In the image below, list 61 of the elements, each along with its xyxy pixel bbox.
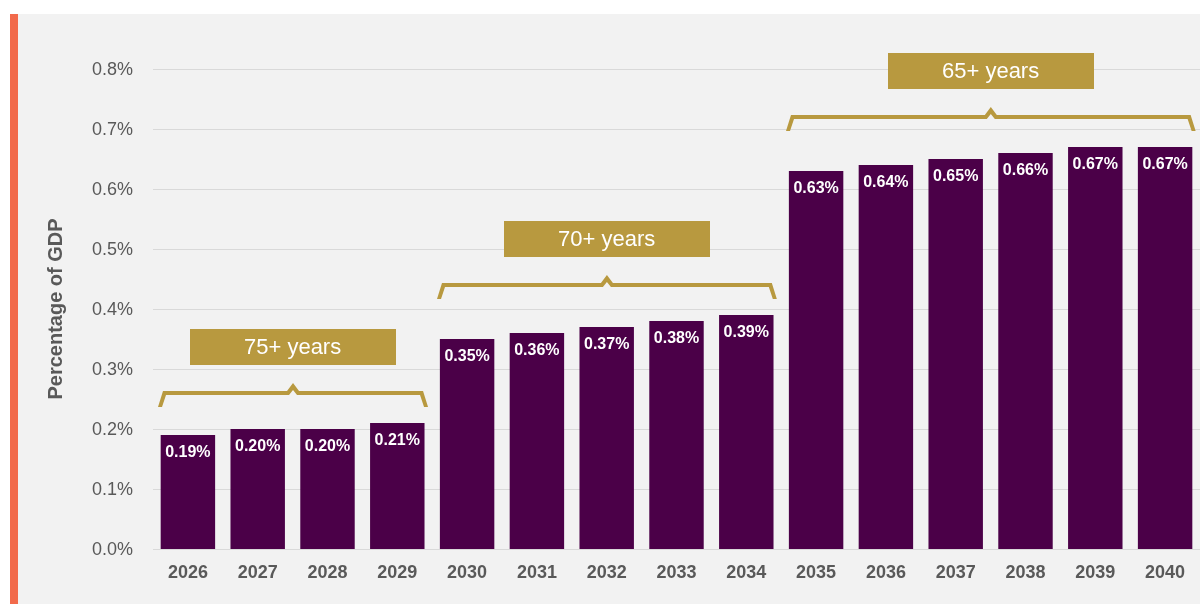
x-tick-label: 2037 bbox=[935, 562, 976, 582]
x-tick-label: 2030 bbox=[447, 562, 488, 582]
x-tick-label: 2032 bbox=[586, 562, 627, 582]
bar bbox=[649, 321, 704, 549]
bar bbox=[719, 315, 774, 549]
x-tick-label: 2027 bbox=[237, 562, 278, 582]
y-tick-label: 0.8% bbox=[91, 59, 133, 79]
bar bbox=[160, 435, 216, 549]
bar bbox=[858, 165, 914, 549]
annotation: 70+ years bbox=[558, 226, 656, 252]
bar bbox=[928, 159, 983, 549]
y-tick-label: 0.7% bbox=[91, 119, 133, 139]
data-label: 0.36% bbox=[514, 340, 560, 358]
data-label: 0.19% bbox=[165, 442, 211, 460]
y-tick-label: 0.2% bbox=[91, 419, 133, 439]
y-tick-label: 0.1% bbox=[91, 479, 133, 499]
data-label: 0.64% bbox=[863, 172, 909, 190]
annotation: 75+ years bbox=[243, 334, 342, 360]
data-label: 0.38% bbox=[653, 328, 700, 346]
x-tick-label: 2040 bbox=[1145, 562, 1186, 582]
x-tick-label: 2029 bbox=[377, 562, 418, 582]
y-tick-label: 0.0% bbox=[91, 539, 133, 559]
annotation: 65+ years bbox=[941, 58, 1040, 84]
x-tick-label: 2039 bbox=[1075, 562, 1116, 582]
bar bbox=[370, 423, 425, 549]
data-label: 0.20% bbox=[304, 436, 351, 454]
bar bbox=[579, 327, 634, 549]
x-tick-label: 2035 bbox=[796, 562, 837, 582]
data-label: 0.63% bbox=[793, 178, 839, 196]
data-label: 0.21% bbox=[374, 430, 420, 448]
bracket-callout: 65+ years bbox=[784, 53, 1197, 133]
bar bbox=[439, 339, 495, 549]
x-tick-label: 2026 bbox=[167, 562, 208, 582]
data-label: 0.65% bbox=[933, 166, 979, 184]
data-label: 0.67% bbox=[1142, 154, 1188, 172]
x-tick-label: 2036 bbox=[865, 562, 906, 582]
bracket-callout: 70+ years bbox=[435, 221, 778, 301]
data-label: 0.66% bbox=[1002, 160, 1049, 178]
bar bbox=[998, 153, 1053, 549]
x-tick-label: 2028 bbox=[307, 562, 348, 582]
y-tick-label: 0.3% bbox=[91, 359, 133, 379]
bar bbox=[1068, 147, 1123, 549]
y-axis-title: Percentage of GDP bbox=[44, 218, 66, 400]
bar bbox=[509, 333, 565, 549]
y-tick-label: 0.6% bbox=[91, 179, 133, 199]
x-tick-label: 2031 bbox=[516, 562, 557, 582]
x-tick-label: 2033 bbox=[656, 562, 697, 582]
bar bbox=[788, 171, 844, 549]
data-label: 0.35% bbox=[444, 346, 490, 364]
bar bbox=[230, 429, 285, 549]
data-label: 0.39% bbox=[723, 322, 769, 340]
y-tick-label: 0.5% bbox=[91, 239, 133, 259]
y-tick-label: 0.4% bbox=[91, 299, 133, 319]
bar bbox=[1137, 147, 1193, 549]
data-label: 0.67% bbox=[1072, 154, 1118, 172]
bar bbox=[300, 429, 355, 549]
bracket-callout: 75+ years bbox=[156, 329, 429, 409]
x-tick-label: 2038 bbox=[1005, 562, 1046, 582]
x-tick-label: 2034 bbox=[726, 562, 767, 582]
data-label: 0.37% bbox=[584, 334, 630, 352]
data-label: 0.20% bbox=[235, 436, 281, 454]
